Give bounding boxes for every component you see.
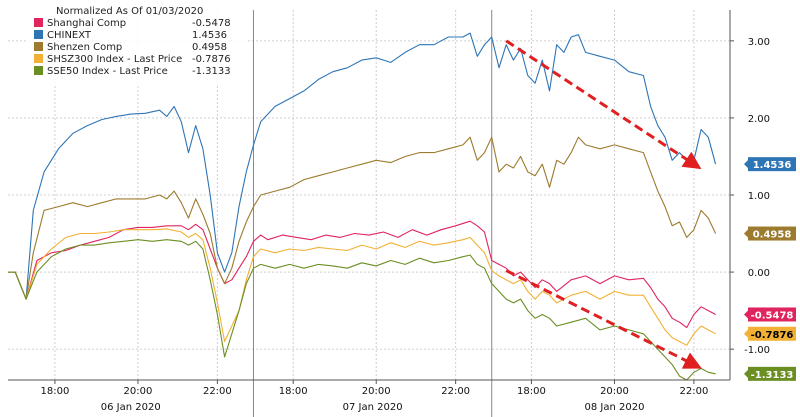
y-tick-label-2: 1.00: [748, 191, 770, 202]
end-label-text-3: -0.7876: [751, 330, 794, 341]
end-label-text-0: -0.5478: [751, 310, 794, 321]
trend-arrow-0: [505, 39, 702, 170]
legend-value-0: -0.5478: [192, 18, 231, 29]
x-axis-tick-labels: 18:00 20:00 22:00 18:00 20:00 22:00 18:00 20:00…: [41, 380, 708, 413]
legend-swatch-4: [34, 66, 43, 75]
x-tick-label-8: 22:00: [679, 386, 708, 397]
series-line-1: [8, 32, 717, 300]
day-separators: [252, 10, 493, 417]
end-label-box-3: [748, 326, 796, 341]
x-tick-label-2: 22:00: [203, 386, 232, 397]
y-tick-label-3: 0.00: [748, 268, 770, 279]
series-end-labels: 1.4536 0.4958 -0.5478 -0.7876 -1.3133: [744, 157, 796, 381]
series-line-0: [8, 220, 716, 329]
legend-label-2: Shenzen Comp: [47, 42, 122, 53]
trend-arrow-1: [505, 269, 702, 369]
end-label-text-1: 1.4536: [753, 160, 792, 171]
legend-swatch-1: [34, 30, 43, 39]
end-label-pointer-0: [744, 310, 748, 319]
day-label-2: 08 Jan 2020: [585, 402, 645, 413]
end-label-pointer-1: [744, 160, 748, 169]
end-label-box-4: [748, 366, 796, 381]
legend-label-4: SSE50 Index - Last Price: [47, 66, 168, 77]
series-line-2: [8, 136, 717, 300]
legend-label-0: Shanghai Comp: [47, 18, 126, 29]
x-tick-label-6: 18:00: [517, 386, 546, 397]
end-label-text-2: 0.4958: [753, 230, 792, 241]
legend-label-3: SHSZ300 Index - Last Price: [47, 54, 182, 65]
end-label-pointer-2: [744, 229, 748, 238]
legend-label-1: CHINEXT: [47, 30, 92, 41]
x-tick-label-0: 18:00: [41, 386, 70, 397]
legend: Normalized As Of 01/03/2020 Shanghai Com…: [28, 2, 248, 86]
legend-value-1: 1.4536: [192, 30, 227, 41]
end-label-box-0: [748, 307, 796, 322]
chart-title: Normalized As Of 01/03/2020: [56, 6, 203, 17]
x-tick-label-4: 20:00: [362, 386, 391, 397]
end-label-pointer-4: [744, 369, 748, 378]
end-label-box-2: [748, 226, 796, 241]
x-tick-label-5: 22:00: [441, 386, 470, 397]
legend-value-3: -0.7876: [192, 54, 231, 65]
x-tick-label-3: 18:00: [279, 386, 308, 397]
day-label-0: 06 Jan 2020: [101, 402, 161, 413]
legend-swatch-2: [34, 42, 43, 51]
end-label-pointer-3: [744, 329, 748, 338]
end-label-box-1: [748, 157, 796, 172]
y-tick-label-1: 2.00: [748, 114, 770, 125]
legend-swatch-0: [34, 18, 43, 27]
trend-arrows: [505, 39, 702, 369]
y-axis-tick-labels: 3.00 2.00 1.00 0.00 -1.00: [730, 37, 770, 356]
end-label-text-4: -1.3133: [751, 370, 794, 381]
legend-value-2: 0.4958: [192, 42, 227, 53]
legend-swatch-3: [34, 54, 43, 63]
legend-box: [28, 2, 248, 86]
x-tick-label-1: 20:00: [124, 386, 153, 397]
y-tick-label-4: -1.00: [744, 345, 770, 356]
series-line-3: [8, 228, 716, 346]
x-tick-label-7: 20:00: [600, 386, 629, 397]
day-label-1: 07 Jan 2020: [343, 402, 403, 413]
y-tick-label-0: 3.00: [748, 37, 770, 48]
legend-value-4: -1.3133: [192, 66, 231, 77]
